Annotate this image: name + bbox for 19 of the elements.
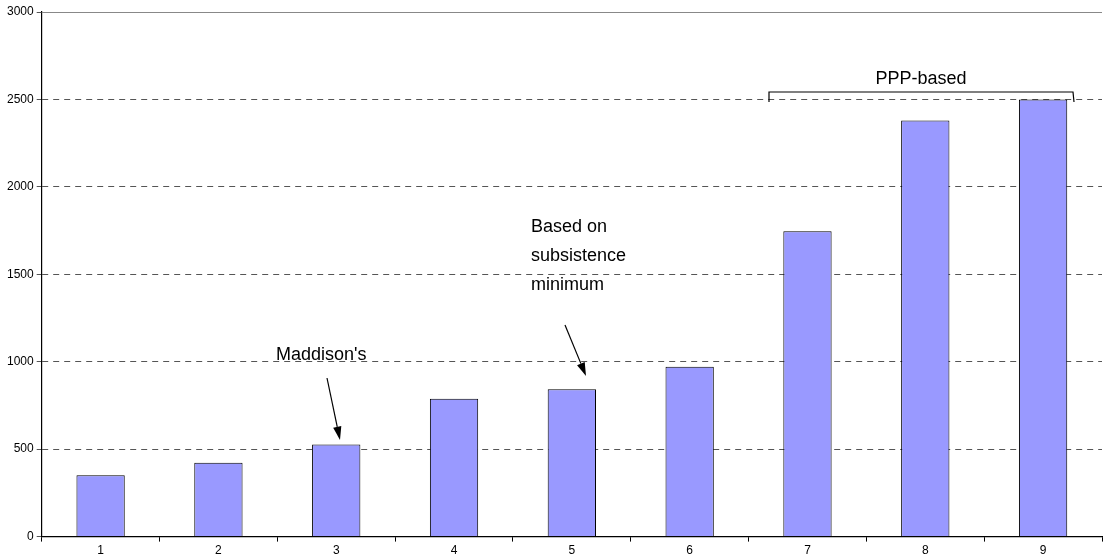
x-tick-label: 2 [215,543,223,558]
y-tick-label: 2500 [6,91,35,106]
x-tick-label: 9 [1039,543,1047,558]
annotation: PPP-based [874,67,968,90]
y-tick-label: 0 [27,528,35,543]
y-tick-label: 500 [13,441,35,456]
y-tick-label: 3000 [6,4,35,19]
annotation: Based on subsistence minimum [531,215,627,296]
x-tick-label: 4 [450,543,458,558]
x-tick-label: 8 [921,543,929,558]
y-tick-label: 2000 [6,179,35,194]
x-tick-label: 6 [686,543,694,558]
x-tick-label: 3 [332,543,340,558]
x-tick-label: 1 [97,543,105,558]
annotation: Maddison's [276,343,367,366]
y-tick-label: 1000 [6,354,35,369]
x-tick-label: 7 [804,543,812,558]
x-tick-label: 5 [568,543,576,558]
y-tick-label: 1500 [6,266,35,281]
